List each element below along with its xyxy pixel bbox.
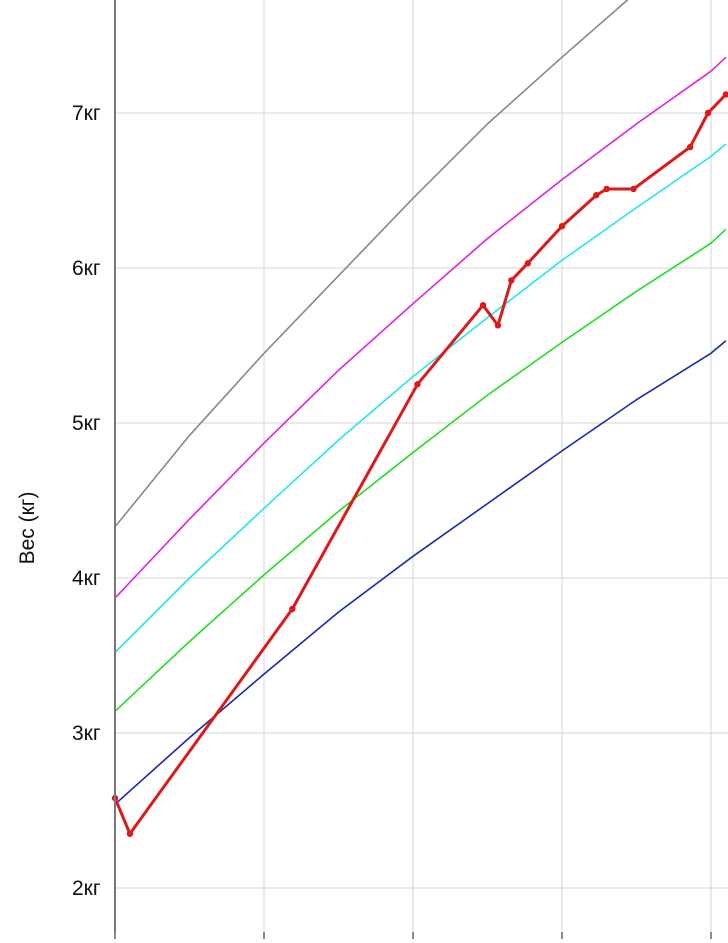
grid	[115, 0, 728, 932]
data-point	[704, 109, 712, 117]
y-tick-label: 5кг	[72, 412, 101, 435]
y-tick-label: 2кг	[72, 877, 101, 900]
y-tick-label: 7кг	[72, 102, 101, 125]
data-point	[686, 143, 694, 151]
data-point	[414, 381, 421, 388]
axes	[114, 0, 712, 939]
data-point	[479, 302, 487, 309]
y-tick-label: 3кг	[72, 722, 101, 745]
series-lines	[111, 0, 728, 837]
y-tick-label: 4кг	[72, 567, 101, 590]
data-point	[630, 185, 637, 193]
y-tick-label: 6кг	[72, 257, 101, 280]
percentile-line	[114, 56, 727, 599]
data-point	[289, 605, 296, 613]
y-axis-label: Вес (кг)	[16, 492, 39, 565]
data-point	[722, 91, 728, 98]
data-point	[524, 260, 531, 267]
data-point	[494, 322, 502, 329]
data-point	[593, 191, 600, 199]
percentile-line	[114, 228, 727, 712]
percentile-line	[114, 143, 727, 653]
percentile-line	[114, 340, 727, 805]
data-point	[558, 222, 566, 230]
data-point	[126, 830, 134, 837]
percentile-line	[114, 0, 629, 528]
data-point	[603, 185, 610, 193]
data-point	[508, 277, 515, 284]
y-tick-labels: 2кг 3кг 4кг 5кг 6кг 7кг	[72, 102, 101, 900]
